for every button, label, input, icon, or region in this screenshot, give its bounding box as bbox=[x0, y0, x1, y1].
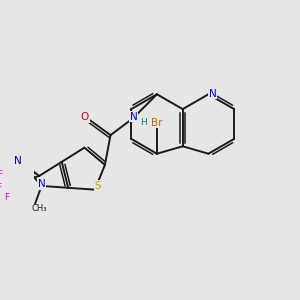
Text: N: N bbox=[14, 156, 22, 166]
Text: N: N bbox=[130, 112, 137, 122]
Text: N: N bbox=[209, 88, 217, 98]
Text: Br: Br bbox=[151, 118, 163, 128]
Text: O: O bbox=[81, 112, 89, 122]
Text: H: H bbox=[140, 118, 147, 127]
Text: F: F bbox=[0, 170, 2, 179]
Text: CH₃: CH₃ bbox=[31, 204, 46, 213]
Text: F: F bbox=[0, 183, 2, 192]
Text: N: N bbox=[38, 179, 45, 189]
Text: S: S bbox=[94, 181, 101, 191]
Text: F: F bbox=[4, 193, 9, 202]
